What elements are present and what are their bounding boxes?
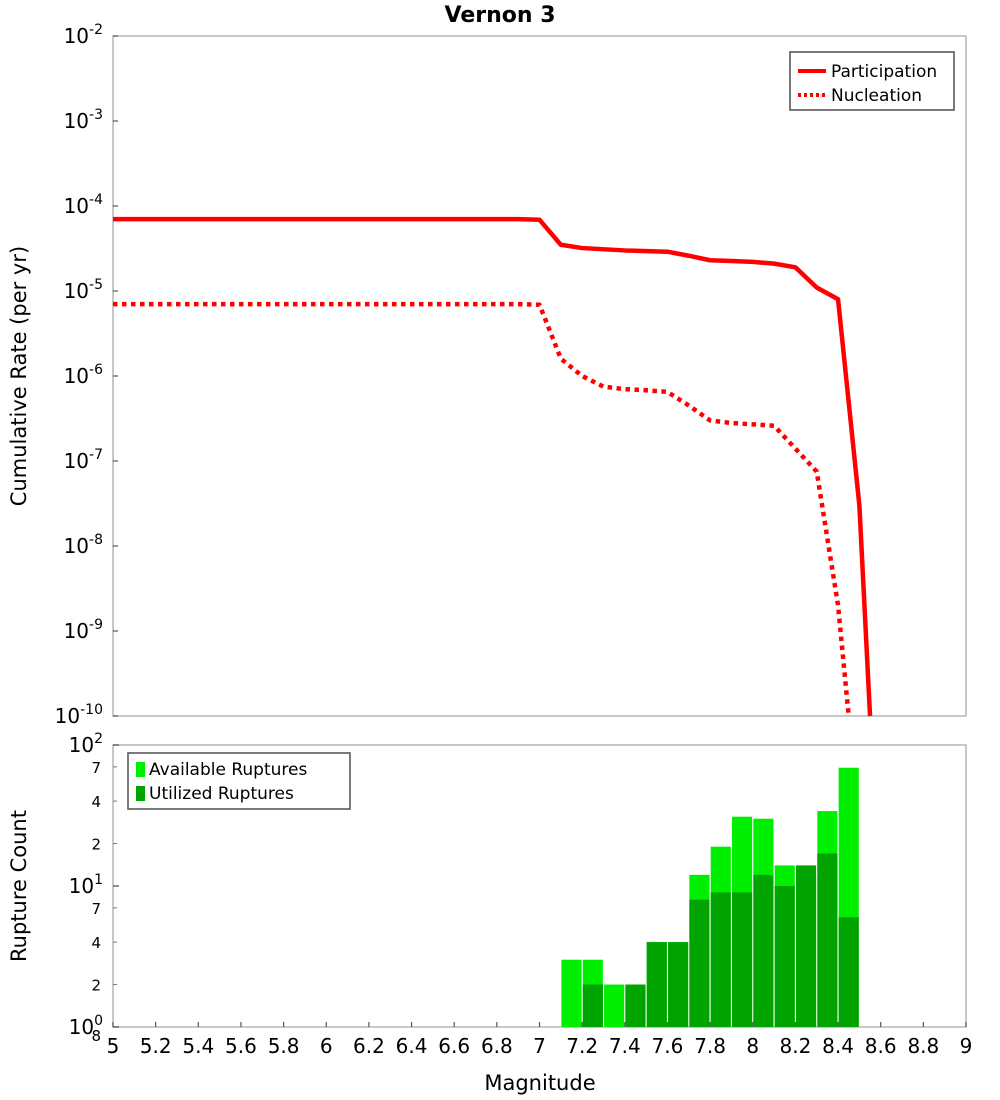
x-tick-6.4: 6.4 xyxy=(396,1034,428,1058)
bar-utilized-7.8 xyxy=(710,892,731,1027)
x-tick-8.4: 8.4 xyxy=(822,1034,854,1058)
bottom-y-minor-tick-40: 4 xyxy=(91,793,101,811)
legend-label-utilized-ruptures: Utilized Ruptures xyxy=(149,784,294,804)
top-y-tick-5: 10-7 xyxy=(64,447,103,473)
bottom-panel-x-tick-labels: 5 5.2 5.4 5.6 5.8 6 6.2 6.4 6.6 6.8 7 7.2 7.4 7.6 7.8 8… xyxy=(107,1022,973,1058)
curve-participation xyxy=(113,216,873,717)
bar-utilized-8.2 xyxy=(796,865,817,1027)
top-panel-legend[interactable]: Participation Nucleation xyxy=(789,51,955,111)
bar-utilized-7.5 xyxy=(646,942,667,1027)
bar-utilized-7.2 xyxy=(582,984,603,1027)
chart-title: Vernon 3 xyxy=(445,3,556,28)
bottom-y-minor-tick-70: 7 xyxy=(91,759,101,777)
top-panel-y-axis-label: Cumulative Rate (per yr) xyxy=(7,246,31,506)
bar-utilized-8.1 xyxy=(774,886,795,1027)
x-tick-8.8: 8.8 xyxy=(907,1034,939,1058)
top-panel-curves xyxy=(113,216,873,717)
bar-available-7.3 xyxy=(604,984,625,1027)
bottom-panel-bars xyxy=(561,767,859,1027)
x-tick-8: 8 xyxy=(746,1034,759,1058)
x-tick-5.4: 5.4 xyxy=(182,1034,214,1058)
x-axis-label: Magnitude xyxy=(484,1071,595,1095)
x-tick-9: 9 xyxy=(960,1034,973,1058)
x-tick-5.6: 5.6 xyxy=(225,1034,257,1058)
x-tick-7.4: 7.4 xyxy=(609,1034,641,1058)
x-tick-7.8: 7.8 xyxy=(694,1034,726,1058)
bar-utilized-7.4 xyxy=(625,984,646,1027)
bottom-y-minor-tick-4: 4 xyxy=(91,934,101,952)
top-legend-box xyxy=(789,51,955,111)
legend-swatch-available-ruptures xyxy=(136,762,145,777)
curve-nucleation xyxy=(113,301,851,717)
x-tick-6.8: 6.8 xyxy=(481,1034,513,1058)
bottom-y-tick-1e2: 102 xyxy=(69,731,103,757)
x-tick-5.8: 5.8 xyxy=(268,1034,300,1058)
x-tick-6.2: 6.2 xyxy=(353,1034,385,1058)
x-tick-6.6: 6.6 xyxy=(438,1034,470,1058)
bottom-y-minor-tick-7: 7 xyxy=(91,900,101,918)
bar-utilized-8.3 xyxy=(817,853,838,1027)
bar-utilized-7.9 xyxy=(732,892,753,1027)
legend-swatch-utilized-ruptures xyxy=(136,786,145,801)
x-tick-8.6: 8.6 xyxy=(865,1034,897,1058)
bottom-y-minor-tick-2: 2 xyxy=(91,977,101,995)
bar-utilized-7.6 xyxy=(668,942,689,1027)
legend-label-available-ruptures: Available Ruptures xyxy=(149,760,307,780)
top-panel-y-tick-labels: 10-210-310-410-510-610-710-810-910-10 xyxy=(55,22,118,728)
bottom-panel-legend[interactable]: Available Ruptures Utilized Ruptures xyxy=(127,752,351,810)
cumulative-rate-panel: 10-210-310-410-510-610-710-810-910-10 Cu… xyxy=(7,22,967,728)
legend-label-nucleation: Nucleation xyxy=(831,86,922,106)
bottom-legend-box xyxy=(127,752,351,810)
x-tick-8.2: 8.2 xyxy=(779,1034,811,1058)
bottom-panel-y-axis-label: Rupture Count xyxy=(7,810,31,962)
bar-utilized-8 xyxy=(753,874,774,1027)
bar-utilized-7.7 xyxy=(689,899,710,1027)
bar-available-7.1 xyxy=(561,959,582,1027)
x-tick-7.6: 7.6 xyxy=(652,1034,684,1058)
x-tick-5: 5 xyxy=(107,1034,120,1058)
x-tick-7.2: 7.2 xyxy=(566,1034,598,1058)
x-tick-5.2: 5.2 xyxy=(140,1034,172,1058)
x-tick-6: 6 xyxy=(320,1034,333,1058)
legend-label-participation: Participation xyxy=(831,62,937,82)
x-tick-7: 7 xyxy=(533,1034,546,1058)
bar-utilized-8.4 xyxy=(838,917,859,1027)
bottom-y-minor-tick-overflow: 8 xyxy=(91,1027,101,1045)
bottom-y-minor-tick-20: 2 xyxy=(91,836,101,854)
